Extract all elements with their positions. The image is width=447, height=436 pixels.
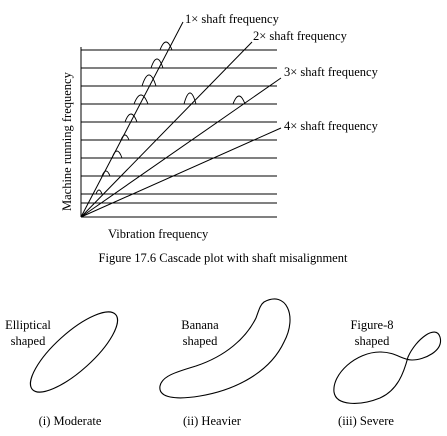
order-label-4x: 4× shaft frequency (284, 119, 379, 133)
figure8-orbit-shape (333, 331, 441, 404)
order-line-2x (80, 41, 253, 218)
shape-label: shaped (11, 334, 46, 348)
order-line-1x (80, 21, 184, 218)
order-label-2x: 2× shaft frequency (253, 29, 348, 43)
order-label-1x: 1× shaft frequency (185, 12, 280, 26)
spectrum-peaks (95, 41, 246, 195)
orbit-figure8: Figure-8 shaped (iii) Severe (333, 318, 441, 428)
peak (95, 189, 103, 195)
spectrum-baselines (81, 49, 277, 218)
peak (111, 150, 123, 159)
orbit-banana: Banana shaped (ii) Heavier (159, 298, 291, 428)
shape-label: Banana (181, 318, 219, 332)
severity-caption: (iii) Severe (338, 414, 394, 428)
shape-label: Figure-8 (350, 318, 393, 332)
peak (133, 94, 149, 105)
figure-caption: Figure 17.6 Cascade plot with shaft misa… (99, 251, 348, 265)
severity-caption: (ii) Heavier (183, 414, 242, 428)
shape-label: shaped (183, 334, 218, 348)
elliptical-orbit-shape (29, 311, 119, 393)
peak (183, 92, 197, 105)
y-axis-label: Machine running frequency (60, 71, 74, 211)
peak (159, 41, 173, 51)
peak (232, 95, 246, 105)
orbit-elliptical: Elliptical shaped (i) Moderate (5, 311, 119, 428)
banana-orbit-shape (159, 298, 291, 399)
peak (101, 170, 111, 177)
peak (141, 74, 157, 87)
order-label-3x: 3× shaft frequency (284, 65, 379, 79)
order-line-3x (80, 77, 282, 218)
severity-caption: (i) Moderate (39, 414, 102, 428)
cascade-plot (80, 21, 282, 218)
peak (150, 58, 164, 69)
x-axis-label: Vibration frequency (108, 227, 209, 241)
order-line-4x (80, 127, 282, 218)
peak (120, 134, 130, 141)
shape-label: shaped (355, 334, 390, 348)
peak (124, 113, 138, 123)
shape-label: Elliptical (5, 318, 51, 332)
